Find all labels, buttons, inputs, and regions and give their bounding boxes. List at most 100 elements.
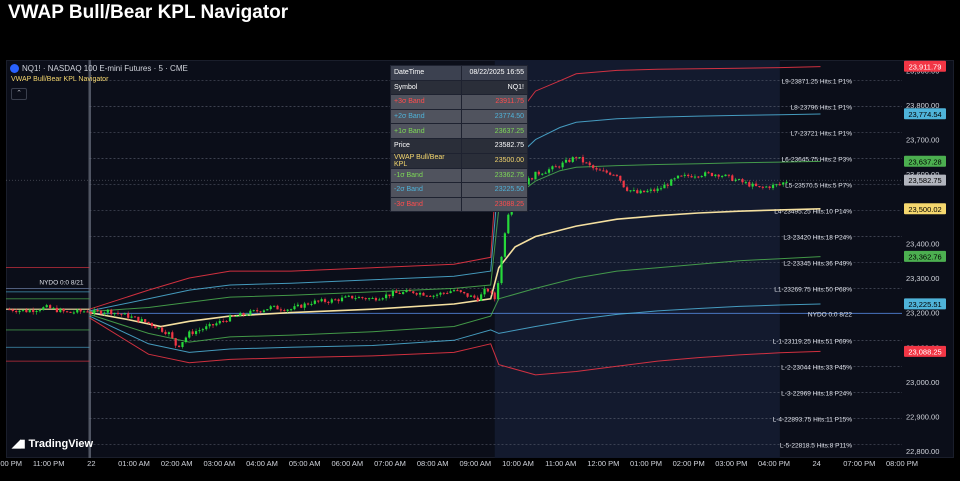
- candle-body: [306, 303, 310, 305]
- candle-body: [598, 169, 602, 171]
- candle-body: [42, 307, 45, 311]
- candle-body: [49, 305, 52, 309]
- candle-body: [558, 166, 561, 168]
- candle-body: [527, 178, 530, 185]
- candle-body: [55, 307, 59, 313]
- candle-body: [503, 233, 507, 257]
- kpl-level-label: L-1-23119.25 Hits:51 P69%: [773, 339, 853, 346]
- candle-body: [629, 190, 632, 192]
- price-label-text: 23,225.51: [908, 300, 941, 309]
- candle-body: [368, 298, 371, 300]
- candle-body: [194, 331, 198, 335]
- candle-body: [768, 186, 771, 189]
- candle-body: [493, 292, 496, 300]
- candle-body: [486, 288, 490, 292]
- info-row: Price 23582.75: [390, 137, 528, 154]
- candle-body: [639, 190, 642, 194]
- candle-body: [714, 174, 717, 177]
- candle-body: [86, 311, 89, 313]
- candle-body: [547, 169, 551, 173]
- symbol-legend[interactable]: NQ1! · NASDAQ 100 E-mini Futures · 5 · C…: [10, 64, 188, 73]
- x-tick-label: 12:00 PM: [587, 459, 619, 468]
- candle-body: [144, 319, 147, 322]
- candle-body: [551, 166, 554, 170]
- candle-body: [398, 292, 401, 294]
- info-label: Price: [390, 137, 462, 154]
- indicator-legend[interactable]: VWAP Bull/Bear KPL Navigator: [11, 76, 109, 83]
- tradingview-logo[interactable]: ◢▮ TradingView: [12, 437, 93, 451]
- candle-body: [262, 310, 266, 313]
- candle-body: [388, 294, 391, 297]
- info-value: 08/22/2025 16:55: [461, 65, 528, 81]
- candle-body: [466, 293, 469, 297]
- candle-body: [497, 283, 500, 300]
- chart-canvas[interactable]: L9-23871.25 Hits:1 P1% L8-23796 Hits:1 P1…: [0, 60, 954, 481]
- y-tick-label: 22,900.00: [906, 412, 939, 421]
- price-label-text: 23,911.79: [909, 62, 942, 71]
- candle-body: [184, 337, 187, 343]
- candle-body: [266, 309, 269, 311]
- candle-body: [371, 298, 374, 300]
- candle-body: [273, 305, 276, 307]
- candle-body: [361, 297, 364, 299]
- candle-body: [106, 309, 109, 313]
- info-row: Symbol NQ1!: [390, 79, 528, 96]
- info-label: +1σ Band: [390, 123, 462, 139]
- candle-body: [649, 189, 652, 191]
- candle-body: [279, 309, 283, 311]
- candle-body: [395, 291, 398, 293]
- kpl-level-label: L4-23495.25 Hits:10 P14%: [774, 208, 852, 215]
- candle-body: [21, 309, 25, 311]
- candle-body: [619, 175, 622, 181]
- candle-body: [11, 309, 14, 311]
- collapse-legend-button[interactable]: ⌃: [11, 88, 27, 100]
- prior-session-label: NYDO 0:0 8/21: [39, 279, 83, 286]
- price-label-text: 23,362.76: [908, 252, 941, 261]
- candle-body: [161, 327, 164, 332]
- candle-body: [721, 176, 724, 178]
- info-row: +1σ Band 23637.25: [390, 123, 528, 139]
- candle-body: [218, 320, 221, 324]
- info-value: 23911.75: [461, 94, 528, 110]
- info-row: -3σ Band 23088.25: [390, 196, 528, 213]
- candle-body: [103, 312, 106, 314]
- candle-body: [205, 326, 208, 330]
- x-tick-label: 03:00 PM: [715, 459, 747, 468]
- candle-body: [201, 329, 204, 331]
- x-tick-label: 11:00 AM: [545, 459, 576, 468]
- candle-body: [737, 179, 741, 181]
- candle-body: [530, 178, 534, 180]
- candle-body: [123, 313, 126, 315]
- kpl-level-label: L1-23269.75 Hits:50 P68%: [774, 287, 852, 294]
- price-label-box: [904, 174, 946, 186]
- candle-body: [408, 290, 411, 292]
- candle-body: [150, 323, 154, 327]
- candle-body: [401, 292, 405, 294]
- candle-body: [710, 172, 714, 177]
- y-tick-label: 23,200.00: [906, 309, 939, 318]
- candle-body: [191, 331, 194, 335]
- y-tick-label: 23,700.00: [906, 136, 939, 145]
- band-line-m2: [89, 303, 821, 353]
- y-tick-label: 23,300.00: [906, 274, 939, 283]
- candle-body: [578, 157, 581, 159]
- candle-body: [571, 157, 574, 162]
- price-label-text: 23,774.54: [908, 110, 941, 119]
- info-value: 23088.25: [461, 196, 528, 213]
- candle-body: [38, 310, 42, 312]
- candle-body: [541, 173, 544, 175]
- candle-body: [693, 176, 697, 178]
- x-tick-label: 05:00 AM: [289, 459, 321, 468]
- x-tick-label: 04:00 AM: [246, 459, 278, 468]
- x-tick-label: 07:00 PM: [843, 459, 875, 468]
- candle-body: [646, 190, 649, 193]
- candle-body: [310, 303, 313, 305]
- info-row: VWAP Bull/Bear KPL 23500.00: [390, 152, 528, 169]
- candle-body: [327, 301, 330, 303]
- candle-body: [174, 338, 177, 346]
- candle-body: [500, 256, 503, 284]
- candle-body: [52, 307, 55, 309]
- info-label: +2σ Band: [390, 108, 462, 125]
- x-tick-label: 06:00 AM: [331, 459, 363, 468]
- candle-body: [357, 297, 361, 299]
